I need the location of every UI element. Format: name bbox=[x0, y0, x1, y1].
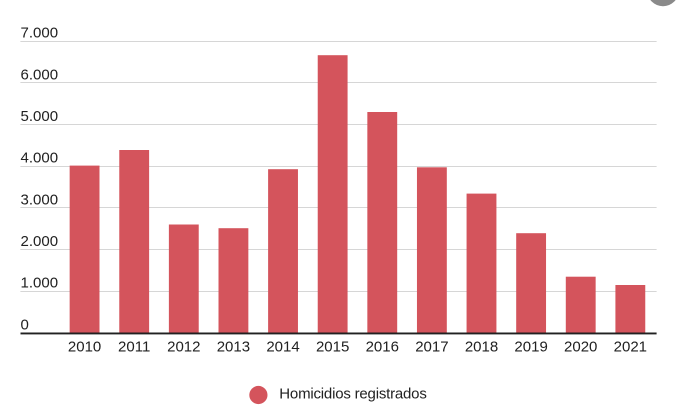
svg-text:2.000: 2.000 bbox=[21, 233, 59, 250]
svg-text:2019: 2019 bbox=[514, 338, 547, 355]
svg-text:0: 0 bbox=[21, 316, 29, 333]
svg-text:1.000: 1.000 bbox=[21, 275, 59, 292]
svg-text:2011: 2011 bbox=[118, 338, 150, 355]
svg-text:Homicidios registrados: Homicidios registrados bbox=[279, 385, 426, 402]
svg-text:2016: 2016 bbox=[366, 338, 399, 355]
svg-text:4.000: 4.000 bbox=[21, 150, 59, 167]
svg-text:2021: 2021 bbox=[614, 338, 647, 355]
svg-text:5.000: 5.000 bbox=[21, 108, 59, 125]
svg-text:2020: 2020 bbox=[564, 338, 597, 355]
svg-text:2010: 2010 bbox=[68, 338, 101, 355]
svg-text:2017: 2017 bbox=[415, 338, 448, 355]
svg-text:2013: 2013 bbox=[217, 338, 250, 355]
svg-text:3.000: 3.000 bbox=[21, 191, 59, 208]
svg-text:2018: 2018 bbox=[465, 338, 498, 355]
svg-text:6.000: 6.000 bbox=[21, 66, 59, 83]
svg-text:2014: 2014 bbox=[266, 338, 299, 355]
svg-text:2012: 2012 bbox=[167, 338, 200, 355]
svg-text:7.000: 7.000 bbox=[21, 25, 59, 42]
svg-text:2015: 2015 bbox=[316, 338, 349, 355]
